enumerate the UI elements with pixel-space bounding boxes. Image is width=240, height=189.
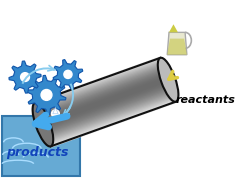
Polygon shape	[53, 108, 58, 114]
Text: products: products	[6, 146, 69, 159]
Circle shape	[21, 73, 30, 81]
Ellipse shape	[33, 102, 53, 146]
FancyBboxPatch shape	[2, 115, 80, 176]
Polygon shape	[167, 32, 187, 55]
Polygon shape	[169, 24, 178, 32]
Text: reactants: reactants	[175, 95, 235, 105]
Circle shape	[51, 110, 60, 118]
Ellipse shape	[158, 58, 178, 102]
Circle shape	[64, 70, 72, 78]
Polygon shape	[27, 75, 66, 115]
Polygon shape	[167, 39, 187, 55]
Polygon shape	[9, 61, 41, 93]
Polygon shape	[53, 60, 83, 89]
Circle shape	[41, 90, 52, 100]
